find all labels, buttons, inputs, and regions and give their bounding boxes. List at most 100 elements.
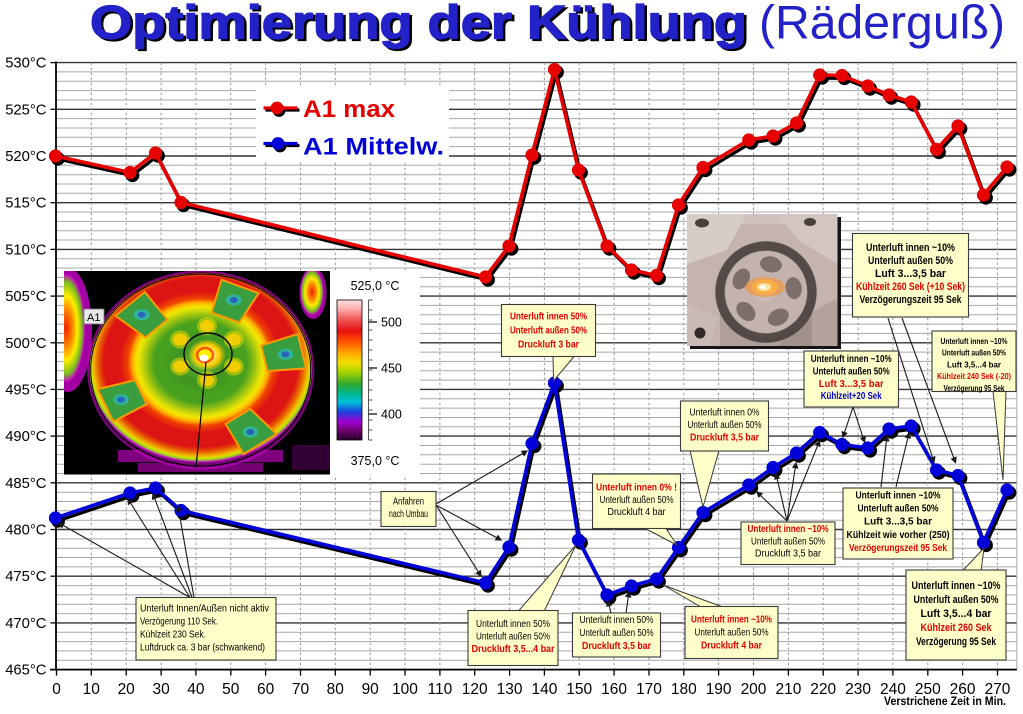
- svg-text:475°C: 475°C: [5, 569, 47, 585]
- svg-text:250: 250: [915, 681, 941, 698]
- svg-text:Druckluft 4 bar: Druckluft 4 bar: [608, 507, 667, 518]
- svg-text:495°C: 495°C: [5, 382, 47, 398]
- svg-text:110: 110: [428, 681, 453, 698]
- svg-text:A1 Mittelw.: A1 Mittelw.: [303, 134, 444, 161]
- svg-text:Unterluft innen ~10%: Unterluft innen ~10%: [941, 336, 1008, 346]
- svg-text:Unterluft außen 50%: Unterluft außen 50%: [751, 536, 825, 547]
- svg-text:Unterluft außen 50%: Unterluft außen 50%: [580, 628, 654, 639]
- svg-text:200: 200: [741, 681, 767, 698]
- svg-text:Kühlzeit 240 Sek (-20): Kühlzeit 240 Sek (-20): [937, 371, 1011, 381]
- svg-text:375,0 °C: 375,0 °C: [351, 454, 400, 468]
- svg-text:10: 10: [83, 681, 101, 698]
- svg-text:Luft 3...3,5 bar: Luft 3...3,5 bar: [864, 516, 932, 528]
- svg-text:130: 130: [497, 681, 523, 698]
- svg-text:Kühlzeit 260 Sek (+10 Sek): Kühlzeit 260 Sek (+10 Sek): [856, 281, 965, 293]
- svg-text:485°C: 485°C: [5, 476, 47, 492]
- svg-text:Unterluft außen 50%: Unterluft außen 50%: [600, 495, 674, 506]
- svg-text:510°C: 510°C: [5, 242, 47, 258]
- svg-text:525°C: 525°C: [5, 102, 47, 118]
- svg-text:Unterluft außen 50%: Unterluft außen 50%: [813, 366, 890, 377]
- svg-text:Verzögerung 110 Sek.: Verzögerung 110 Sek.: [140, 617, 218, 628]
- svg-text:50: 50: [222, 681, 240, 698]
- svg-text:Verzögerung 95 Sek: Verzögerung 95 Sek: [916, 636, 997, 648]
- svg-text:Luft 3,5...4 bar: Luft 3,5...4 bar: [921, 608, 993, 620]
- svg-text:Unterluft außen 50%: Unterluft außen 50%: [858, 503, 940, 515]
- svg-text:Unterluft innen ~10%: Unterluft innen ~10%: [811, 354, 892, 365]
- svg-text:Druckluft 3,5 bar: Druckluft 3,5 bar: [690, 433, 759, 444]
- svg-text:Unterluft innen 0%: Unterluft innen 0%: [690, 408, 760, 419]
- svg-text:500°C: 500°C: [5, 336, 47, 352]
- svg-text:Unterluft Innen/Außen nicht ak: Unterluft Innen/Außen nicht aktiv: [140, 604, 269, 615]
- svg-text:Luftdruck ca. 3 bar (schwanken: Luftdruck ca. 3 bar (schwankend): [140, 643, 265, 654]
- svg-text:530°C: 530°C: [5, 56, 47, 72]
- svg-text:500: 500: [381, 316, 402, 330]
- svg-text:30: 30: [152, 681, 170, 698]
- svg-text:70: 70: [292, 681, 310, 698]
- svg-text:Luft 3...3,5 bar: Luft 3...3,5 bar: [819, 379, 884, 390]
- svg-text:490°C: 490°C: [5, 429, 47, 445]
- svg-text:Luft 3,5...4 bar: Luft 3,5...4 bar: [947, 359, 1002, 369]
- svg-text:Druckluft 3 bar: Druckluft 3 bar: [518, 340, 579, 351]
- svg-text:210: 210: [775, 681, 801, 698]
- svg-text:Unterluft außen 50%: Unterluft außen 50%: [688, 420, 762, 431]
- svg-text:Druckluft 3,5...4 bar: Druckluft 3,5...4 bar: [472, 644, 555, 655]
- svg-text:Optimierung der Kühlung: Optimierung der Kühlung: [90, 0, 747, 49]
- svg-text:270: 270: [985, 681, 1011, 698]
- svg-text:Kühlzeit 230 Sek.: Kühlzeit 230 Sek.: [140, 630, 206, 641]
- svg-text:Unterluft innen 50%: Unterluft innen 50%: [510, 312, 587, 323]
- svg-text:Optimierung der Kühlung: Optimierung der Kühlung: [93, 0, 750, 51]
- svg-text:170: 170: [636, 681, 662, 698]
- svg-text:Unterluft außen 50%: Unterluft außen 50%: [695, 627, 769, 638]
- svg-text:nach Umbau: nach Umbau: [389, 509, 428, 520]
- svg-text:520°C: 520°C: [5, 149, 47, 165]
- svg-text:Unterluft innen ~10%: Unterluft innen ~10%: [748, 524, 829, 535]
- svg-text:60: 60: [257, 681, 275, 698]
- svg-text:Kühlzeit+20 Sek: Kühlzeit+20 Sek: [821, 391, 882, 402]
- svg-text:Kühlzeit wie vorher (250): Kühlzeit wie vorher (250): [847, 529, 950, 541]
- svg-text:120: 120: [462, 681, 488, 698]
- svg-text:400: 400: [381, 408, 402, 422]
- svg-text:Druckluft 4 bar: Druckluft 4 bar: [701, 640, 762, 651]
- svg-text:Unterluft außen 50%: Unterluft außen 50%: [868, 255, 953, 267]
- svg-text:150: 150: [566, 681, 592, 698]
- svg-text:A1 max: A1 max: [303, 96, 396, 123]
- svg-text:Unterluft innen ~10%: Unterluft innen ~10%: [866, 242, 955, 254]
- svg-text:Druckluft 3,5 bar: Druckluft 3,5 bar: [582, 641, 651, 652]
- svg-text:470°C: 470°C: [5, 616, 47, 632]
- svg-text:40: 40: [187, 681, 205, 698]
- svg-text:Druckluft 3,5 bar: Druckluft 3,5 bar: [755, 549, 822, 560]
- svg-text:Anfahren: Anfahren: [393, 497, 424, 508]
- svg-text:Verzögerungszeit 95 Sek: Verzögerungszeit 95 Sek: [860, 294, 963, 306]
- svg-text:Verstrichene Zeit in Min.: Verstrichene Zeit in Min.: [884, 696, 1006, 708]
- svg-text:Unterluft außen 50%: Unterluft außen 50%: [914, 594, 999, 606]
- svg-text:Unterluft außen 50%: Unterluft außen 50%: [942, 348, 1006, 358]
- svg-text:Unterluft innen 50%: Unterluft innen 50%: [580, 615, 654, 626]
- svg-text:160: 160: [601, 681, 627, 698]
- svg-text:260: 260: [950, 681, 976, 698]
- svg-text:Verzögerung 95 Sek: Verzögerung 95 Sek: [944, 383, 1005, 393]
- svg-text:Unterluft außen 50%: Unterluft außen 50%: [510, 326, 587, 337]
- svg-text:Kühlzeit 260 Sek: Kühlzeit 260 Sek: [921, 622, 993, 634]
- svg-text:480°C: 480°C: [5, 523, 47, 539]
- svg-text:240: 240: [880, 681, 906, 698]
- svg-text:Unterluft innen 0% !: Unterluft innen 0% !: [596, 483, 677, 494]
- svg-text:Luft 3...3,5 bar: Luft 3...3,5 bar: [875, 268, 947, 280]
- svg-text:180: 180: [671, 681, 697, 698]
- svg-text:Unterluft innen ~10%: Unterluft innen ~10%: [856, 490, 942, 502]
- svg-text:190: 190: [706, 681, 732, 698]
- svg-text:220: 220: [810, 681, 836, 698]
- svg-text:230: 230: [845, 681, 871, 698]
- svg-text:Unterluft innen ~10%: Unterluft innen ~10%: [912, 580, 1001, 592]
- svg-text:A1: A1: [87, 312, 100, 324]
- svg-text:0: 0: [52, 681, 61, 698]
- svg-text:90: 90: [362, 681, 380, 698]
- svg-text:Unterluft außen 50%: Unterluft außen 50%: [476, 632, 550, 643]
- svg-text:100: 100: [392, 681, 418, 698]
- svg-text:140: 140: [531, 681, 557, 698]
- svg-text:80: 80: [327, 681, 345, 698]
- svg-text:525,0 °C: 525,0 °C: [351, 279, 400, 293]
- svg-text:(Räderguß): (Räderguß): [759, 0, 1005, 49]
- svg-text:Unterluft innen ~10%: Unterluft innen ~10%: [691, 615, 772, 626]
- svg-text:505°C: 505°C: [5, 289, 47, 305]
- svg-text:20: 20: [118, 681, 136, 698]
